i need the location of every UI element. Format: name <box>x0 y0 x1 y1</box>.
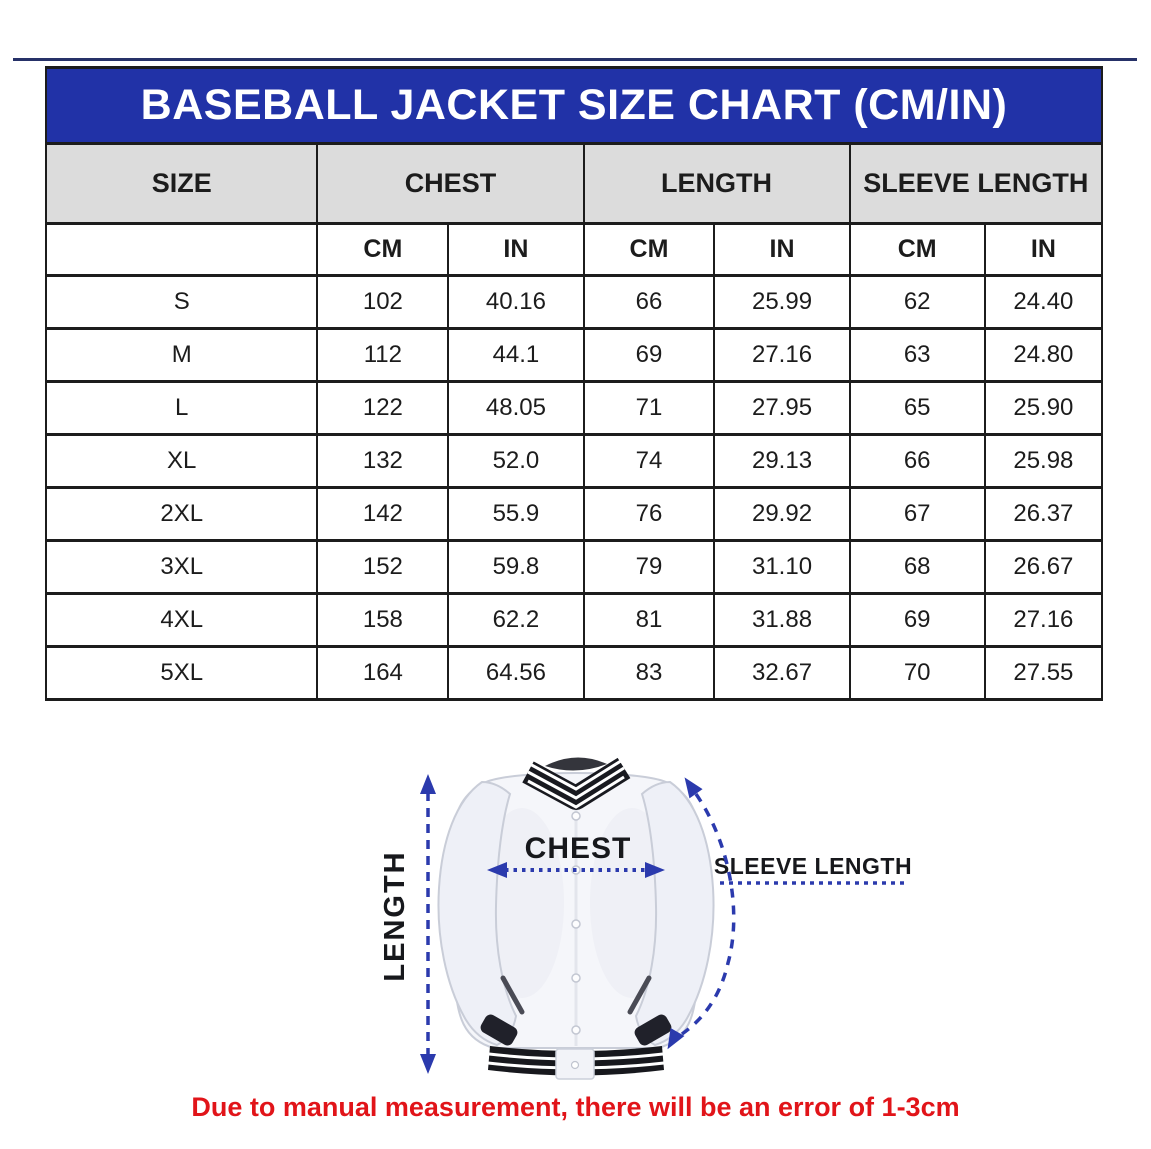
table-cell: 25.98 <box>983 433 1104 489</box>
size-row-label: M <box>44 327 319 383</box>
unit-header: CM <box>316 222 450 277</box>
table-cell: 66 <box>848 433 986 489</box>
size-row-label: L <box>44 380 319 436</box>
table-cell: 27.95 <box>713 380 851 436</box>
jacket-diagram-svg: LENGTH CHEST SLEEVE LENGTH <box>379 757 912 1080</box>
chart-title: BASEBALL JACKET SIZE CHART (CM/IN) <box>140 81 1008 129</box>
size-row-label: S <box>44 274 319 330</box>
table-row: 2XL 142 55.9 76 29.92 67 26.37 <box>44 486 1104 542</box>
table-cell: 132 <box>316 433 450 489</box>
table-cell: 152 <box>316 539 450 595</box>
table-cell: 44.1 <box>447 327 585 383</box>
table-cell: 26.37 <box>983 486 1104 542</box>
table-row: M 112 44.1 69 27.16 63 24.80 <box>44 327 1104 383</box>
table-cell: 27.55 <box>983 645 1104 701</box>
measurement-disclaimer: Due to manual measurement, there will be… <box>191 1092 960 1122</box>
table-row: S 102 40.16 66 25.99 62 24.40 <box>44 274 1104 330</box>
size-row-label: 5XL <box>44 645 319 701</box>
column-group-length: LENGTH <box>582 142 851 225</box>
column-group-sleeve-length: SLEEVE LENGTH <box>848 142 1104 225</box>
measurement-diagram: LENGTH CHEST SLEEVE LENGTH <box>0 748 1151 1092</box>
table-cell: 69 <box>582 327 716 383</box>
table-cell: 25.90 <box>983 380 1104 436</box>
table-cell: 24.40 <box>983 274 1104 330</box>
table-cell: 74 <box>582 433 716 489</box>
table-cell: 81 <box>582 592 716 648</box>
table-cell: 40.16 <box>447 274 585 330</box>
unit-header: CM <box>582 222 716 277</box>
top-divider-rule <box>13 58 1137 61</box>
column-group-chest: CHEST <box>316 142 585 225</box>
table-cell: 52.0 <box>447 433 585 489</box>
table-row: XL 132 52.0 74 29.13 66 25.98 <box>44 433 1104 489</box>
unit-header: IN <box>713 222 851 277</box>
table-cell: 59.8 <box>447 539 585 595</box>
table-cell: 32.67 <box>713 645 851 701</box>
table-cell: 25.99 <box>713 274 851 330</box>
chart-title-bar: BASEBALL JACKET SIZE CHART (CM/IN) <box>45 66 1103 145</box>
table-cell: 79 <box>582 539 716 595</box>
table-cell: 66 <box>582 274 716 330</box>
table-cell: 48.05 <box>447 380 585 436</box>
unit-header: CM <box>848 222 986 277</box>
table-cell: 62 <box>848 274 986 330</box>
table-cell: 62.2 <box>447 592 585 648</box>
table-cell: 158 <box>316 592 450 648</box>
table-cell: 164 <box>316 645 450 701</box>
table-cell: 55.9 <box>447 486 585 542</box>
table-cell: 65 <box>848 380 986 436</box>
table-cell: 122 <box>316 380 450 436</box>
table-cell: 31.88 <box>713 592 851 648</box>
size-row-label: 3XL <box>44 539 319 595</box>
chest-arrow <box>487 862 665 878</box>
unit-header: IN <box>983 222 1104 277</box>
table-cell: 142 <box>316 486 450 542</box>
table-cell: 112 <box>316 327 450 383</box>
table-cell: 67 <box>848 486 986 542</box>
sleeve-length-label: SLEEVE LENGTH <box>714 853 912 879</box>
sleeve-arc-arrow <box>667 777 736 1050</box>
table-cell: 63 <box>848 327 986 383</box>
table-cell-empty <box>44 222 319 277</box>
table-cell: 24.80 <box>983 327 1104 383</box>
table-cell: 29.92 <box>713 486 851 542</box>
table-cell: 31.10 <box>713 539 851 595</box>
table-cell: 102 <box>316 274 450 330</box>
table-cell: 27.16 <box>983 592 1104 648</box>
table-cell: 68 <box>848 539 986 595</box>
table-cell: 69 <box>848 592 986 648</box>
column-group-size: SIZE <box>44 142 319 225</box>
table-cell: 29.13 <box>713 433 851 489</box>
unit-header: IN <box>447 222 585 277</box>
table-cell: 70 <box>848 645 986 701</box>
length-arrow <box>420 774 436 1074</box>
size-row-label: 4XL <box>44 592 319 648</box>
size-row-label: 2XL <box>44 486 319 542</box>
table-row: 5XL 164 64.56 83 32.67 70 27.55 <box>44 645 1104 701</box>
table-cell: 64.56 <box>447 645 585 701</box>
length-label: LENGTH <box>379 850 411 981</box>
table-cell: 26.67 <box>983 539 1104 595</box>
chest-label: CHEST <box>525 832 632 865</box>
size-row-label: XL <box>44 433 319 489</box>
table-row: 4XL 158 62.2 81 31.88 69 27.16 <box>44 592 1104 648</box>
baseball-jacket-illustration <box>437 757 715 1080</box>
table-cell: 27.16 <box>713 327 851 383</box>
table-cell: 83 <box>582 645 716 701</box>
table-cell: 71 <box>582 380 716 436</box>
table-row: 3XL 152 59.8 79 31.10 68 26.67 <box>44 539 1104 595</box>
size-chart-table: BASEBALL JACKET SIZE CHART (CM/IN) SIZE … <box>44 66 1104 701</box>
table-cell: 76 <box>582 486 716 542</box>
table-row: L 122 48.05 71 27.95 65 25.90 <box>44 380 1104 436</box>
